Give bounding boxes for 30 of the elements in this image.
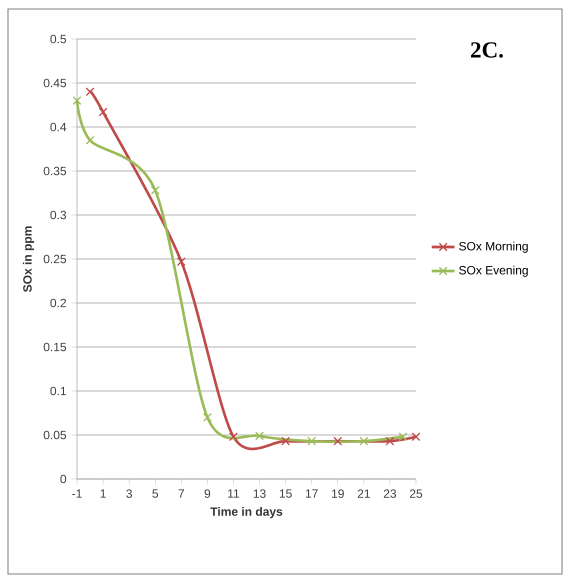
y-tick-label: 0.4 [50, 122, 66, 132]
y-tick-label: 0.45 [44, 78, 66, 88]
x-tick-label: 15 [280, 489, 292, 498]
text: 2C. [471, 42, 503, 58]
y-tick-label: 0.1 [50, 386, 66, 396]
legend-label: SOx Evening [459, 266, 528, 277]
y-tick-label: 0.15 [44, 342, 66, 352]
x-tick-label: 13 [254, 489, 266, 498]
x-tick-label: 11 [228, 489, 240, 498]
y-axis-title: SOx in ppm [22, 226, 34, 292]
x-tick-label: -1 [72, 489, 82, 498]
legend-label: SOx Morning [459, 242, 528, 253]
x-tick-label: 17 [306, 489, 318, 498]
y-tick-label: 0.05 [44, 430, 66, 440]
y-tick-label: 0.2 [50, 298, 66, 308]
x-tick-label: 23 [384, 489, 396, 498]
y-tick-label: 0.25 [44, 254, 66, 264]
x-tick-label: 25 [410, 489, 422, 498]
y-tick-label: 0 [60, 474, 66, 484]
x-tick-label: 7 [178, 489, 184, 498]
x-tick-label: 9 [204, 489, 210, 498]
x-tick-label: 19 [332, 489, 344, 498]
x-axis-title: Time in days [210, 507, 282, 518]
x-tick-label: 21 [358, 489, 370, 498]
x-tick-label: 5 [152, 489, 158, 498]
y-tick-label: 0.5 [50, 34, 66, 44]
y-tick-label: 0.35 [44, 166, 66, 176]
x-tick-label: 3 [126, 489, 132, 498]
y-tick-label: 0.3 [50, 210, 66, 220]
x-tick-label: 1 [100, 489, 106, 498]
